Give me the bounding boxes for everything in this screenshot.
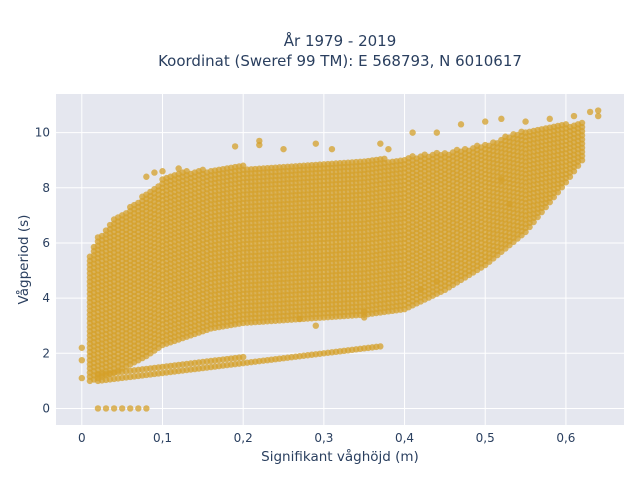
data-point bbox=[239, 162, 247, 169]
data-point bbox=[457, 121, 465, 128]
data-point bbox=[522, 118, 529, 125]
data-point bbox=[586, 108, 594, 116]
data-point bbox=[361, 308, 368, 316]
data-point bbox=[594, 107, 602, 114]
data-point bbox=[312, 322, 319, 329]
chart-title-line-2: Koordinat (Sweref 99 TM): E 568793, N 60… bbox=[158, 52, 522, 70]
data-point bbox=[78, 356, 86, 364]
chart-title-line-1: År 1979 - 2019 bbox=[284, 31, 397, 50]
data-point bbox=[385, 145, 392, 153]
data-point bbox=[409, 129, 416, 136]
data-point bbox=[594, 112, 602, 120]
data-point bbox=[78, 344, 86, 351]
data-point bbox=[231, 143, 239, 150]
x-tick-label: 0,3 bbox=[314, 431, 333, 445]
x-tick-label: 0,1 bbox=[153, 431, 172, 445]
data-point bbox=[312, 140, 319, 147]
x-tick-label: 0,2 bbox=[234, 431, 253, 445]
data-point bbox=[328, 145, 336, 153]
data-point bbox=[135, 405, 142, 412]
data-point bbox=[433, 278, 441, 285]
x-tick-label: 0 bbox=[78, 431, 86, 445]
data-points bbox=[78, 107, 602, 412]
x-tick-label: 0,4 bbox=[395, 431, 414, 445]
data-point bbox=[578, 119, 586, 127]
y-tick-label: 8 bbox=[42, 181, 50, 195]
y-tick-label: 4 bbox=[42, 291, 50, 305]
data-point bbox=[361, 314, 368, 321]
y-tick-label: 0 bbox=[42, 401, 50, 415]
data-point bbox=[159, 168, 166, 175]
data-point bbox=[546, 115, 553, 123]
data-point bbox=[78, 374, 86, 382]
data-point bbox=[377, 343, 384, 350]
y-tick-label: 10 bbox=[35, 126, 50, 140]
y-tick-label: 6 bbox=[42, 236, 50, 250]
data-point bbox=[506, 201, 513, 208]
data-point bbox=[110, 405, 118, 412]
data-point bbox=[256, 137, 263, 145]
data-point bbox=[433, 129, 441, 136]
data-point bbox=[127, 405, 134, 412]
data-point bbox=[94, 405, 102, 412]
x-tick-label: 0,6 bbox=[556, 431, 575, 445]
data-point bbox=[151, 169, 158, 176]
data-point bbox=[417, 286, 424, 294]
y-axis-title: Vågperiod (s) bbox=[15, 215, 32, 305]
data-point bbox=[498, 176, 505, 183]
data-point bbox=[118, 405, 126, 412]
data-point bbox=[570, 112, 578, 120]
data-point bbox=[377, 140, 384, 147]
data-point bbox=[175, 165, 182, 172]
data-point bbox=[143, 173, 150, 180]
x-tick-label: 0,5 bbox=[476, 431, 495, 445]
y-tick-label: 2 bbox=[42, 346, 50, 360]
data-point bbox=[498, 115, 505, 123]
x-axis-title: Signifikant våghöjd (m) bbox=[261, 448, 419, 465]
data-point bbox=[280, 145, 287, 153]
data-point bbox=[102, 405, 110, 412]
data-point bbox=[296, 315, 303, 322]
data-point bbox=[239, 353, 247, 361]
data-point bbox=[482, 118, 489, 125]
data-point bbox=[143, 405, 150, 412]
